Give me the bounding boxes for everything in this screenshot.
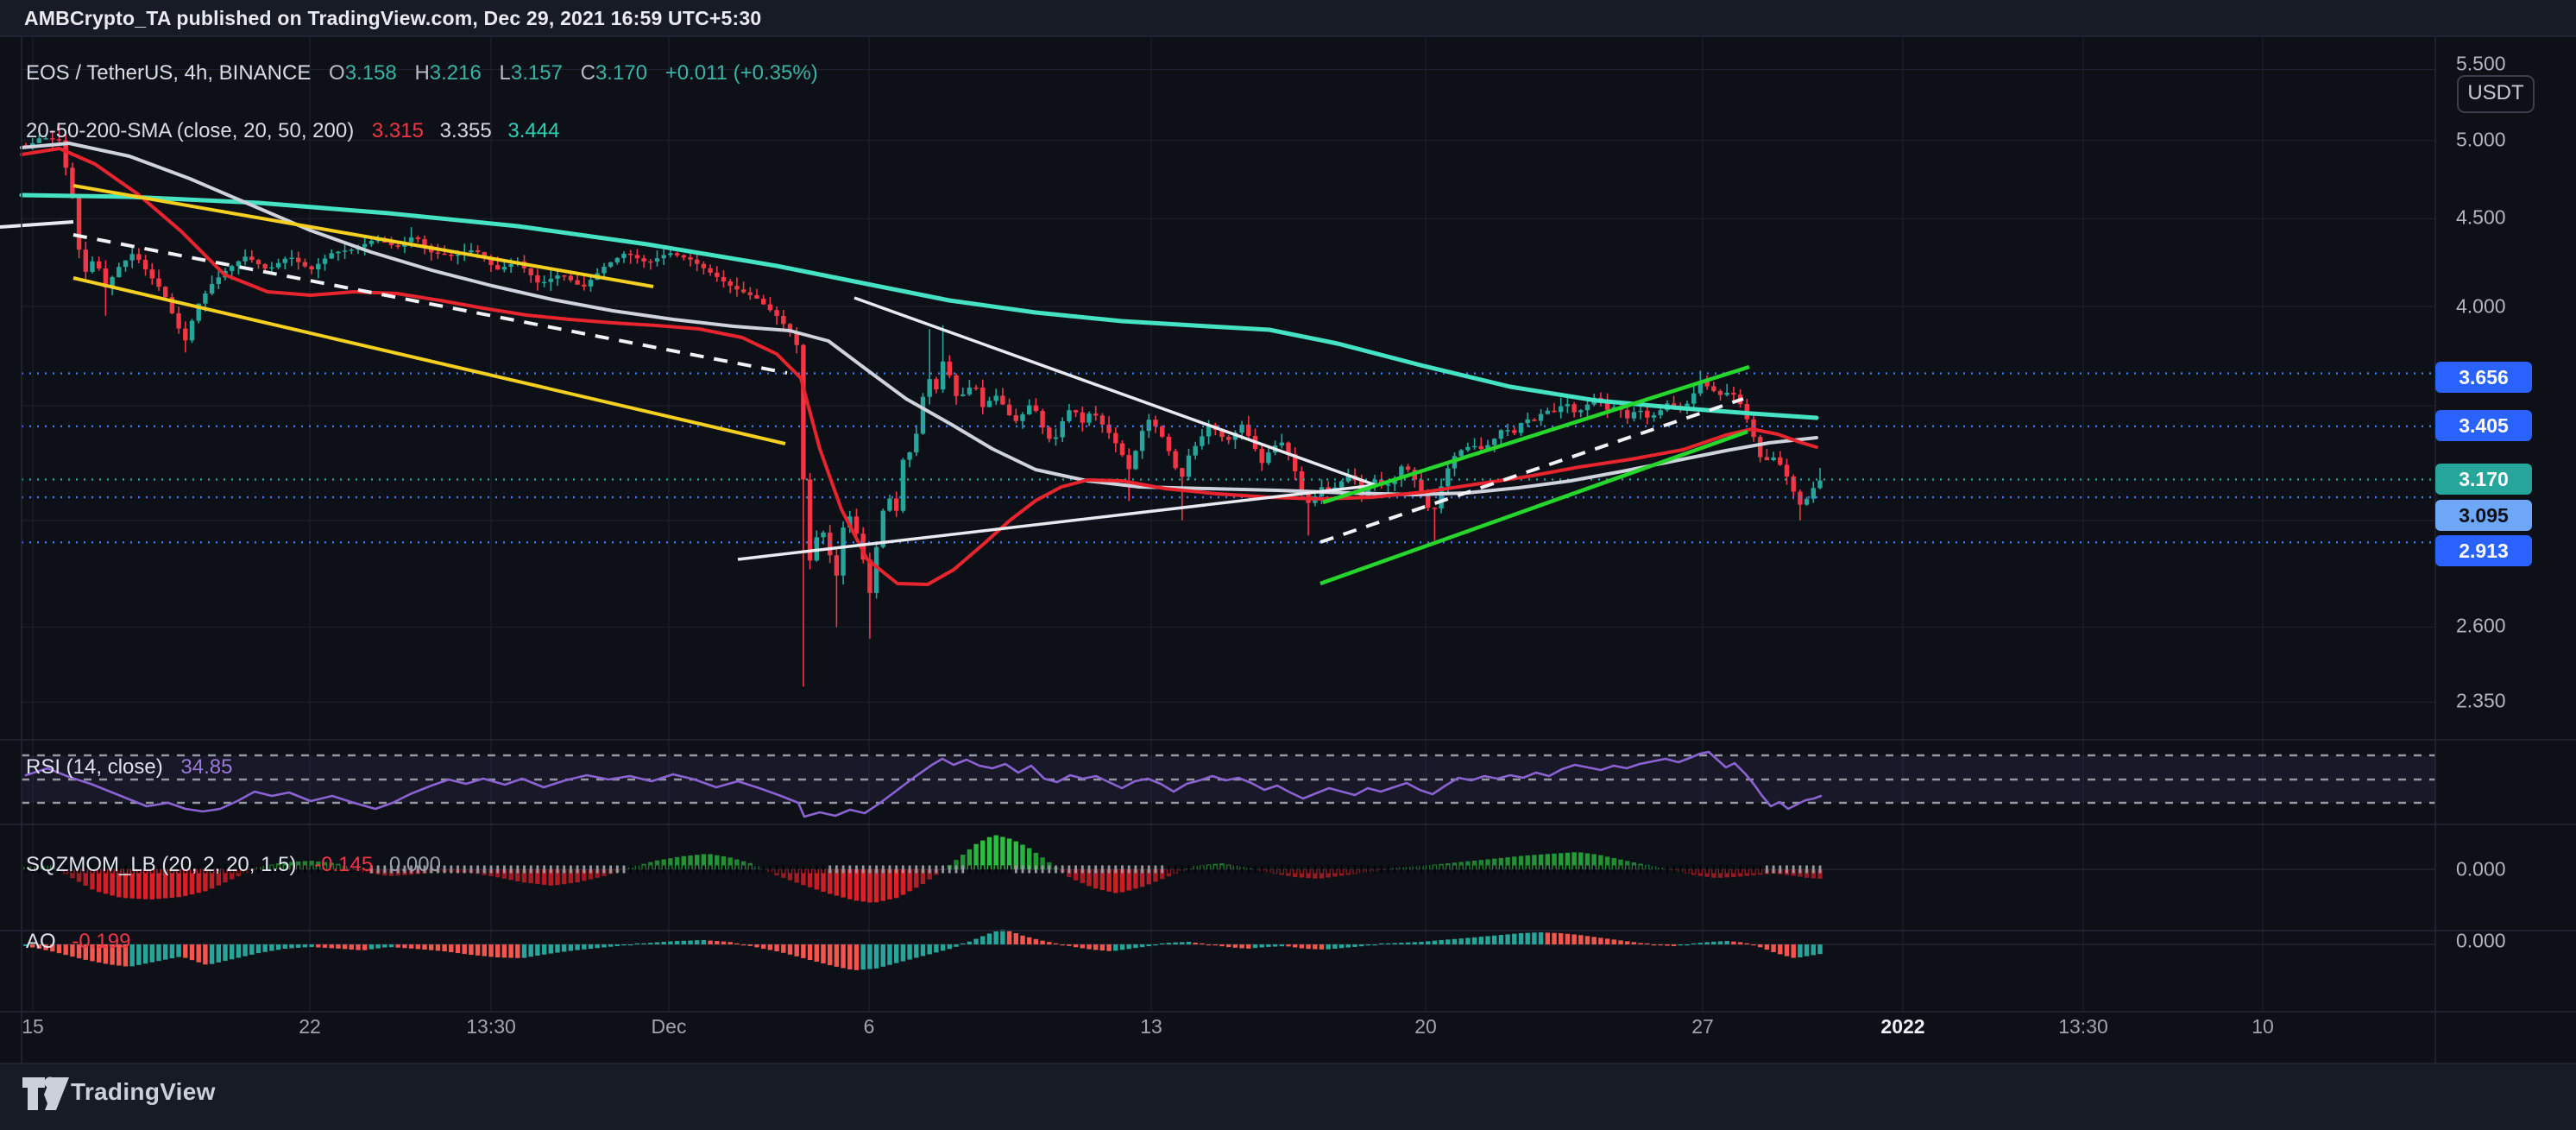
tradingview-snapshot: AMBCrypto_TA published on TradingView.co… — [0, 0, 2576, 1130]
chart-canvas[interactable] — [0, 0, 2576, 1130]
